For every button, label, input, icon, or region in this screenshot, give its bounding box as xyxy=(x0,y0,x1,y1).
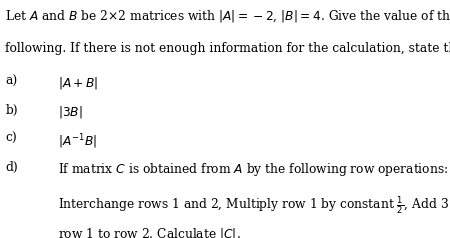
Text: a): a) xyxy=(5,75,18,88)
Text: d): d) xyxy=(5,161,18,174)
Text: c): c) xyxy=(5,132,17,145)
Text: b): b) xyxy=(5,104,18,117)
Text: following. If there is not enough information for the calculation, state that.: following. If there is not enough inform… xyxy=(5,42,450,55)
Text: Let $\mathit{A}$ and $\mathit{B}$ be 2×2 matrices with $|\mathit{A}|=-2$, $|\mat: Let $\mathit{A}$ and $\mathit{B}$ be 2×2… xyxy=(5,8,450,24)
Text: $|\mathit{A}^{-1}\mathit{B}|$: $|\mathit{A}^{-1}\mathit{B}|$ xyxy=(58,132,98,151)
Text: $|3\mathit{B}|$: $|3\mathit{B}|$ xyxy=(58,104,83,119)
Text: row 1 to row 2. Calculate $|\mathit{C}|$.: row 1 to row 2. Calculate $|\mathit{C}|$… xyxy=(58,226,241,238)
Text: $|\mathit{A}+\mathit{B}|$: $|\mathit{A}+\mathit{B}|$ xyxy=(58,75,99,91)
Text: Interchange rows 1 and 2, Multiply row 1 by constant $\frac{1}{2}$, Add 3 time: Interchange rows 1 and 2, Multiply row 1… xyxy=(58,194,450,216)
Text: If matrix $\mathit{C}$ is obtained from $\mathit{A}$ by the following row operat: If matrix $\mathit{C}$ is obtained from … xyxy=(58,161,449,178)
